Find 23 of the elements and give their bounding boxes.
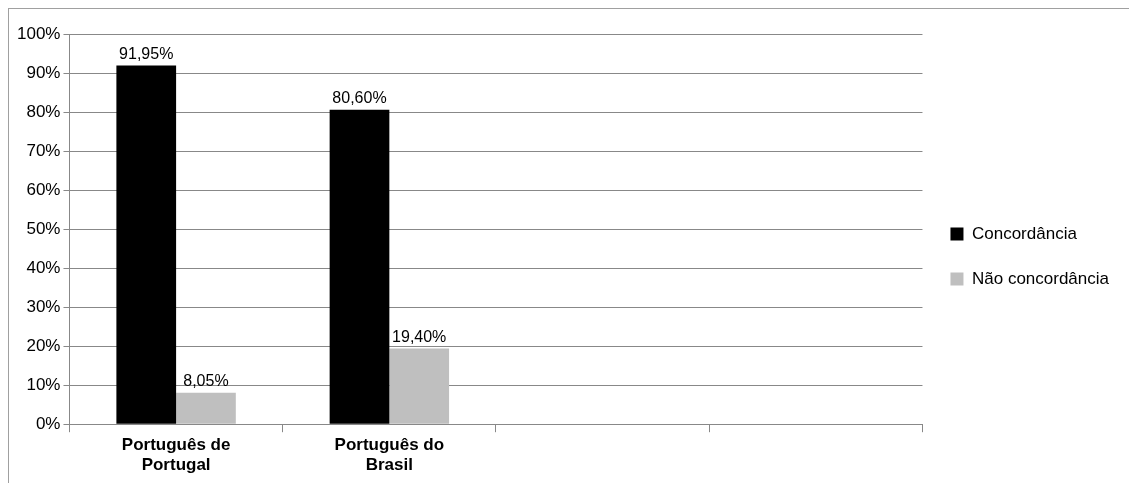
bar <box>116 65 177 424</box>
bar <box>389 348 450 424</box>
data-label: 80,60% <box>332 89 387 107</box>
x-tick-label: Português de Portugal <box>121 435 231 475</box>
y-tick-label: 70% <box>26 140 61 160</box>
y-tick-label: 40% <box>26 257 61 277</box>
data-label: 19,40% <box>392 327 447 345</box>
data-label: 91,95% <box>119 44 174 62</box>
y-tick-label: 80% <box>26 101 61 121</box>
y-tick-label: 10% <box>26 374 61 394</box>
y-tick-label: 60% <box>26 179 61 199</box>
y-tick-label: 0% <box>35 413 61 433</box>
data-label: 8,05% <box>183 372 229 390</box>
x-tick-label: Português do Brasil <box>334 435 445 475</box>
legend-label: Concordância <box>971 223 1078 243</box>
bar <box>176 392 236 424</box>
legend-label: Não concordância <box>971 268 1110 288</box>
y-tick-label: 30% <box>26 296 61 316</box>
bar <box>329 109 390 424</box>
y-tick-label: 100% <box>17 23 61 43</box>
y-tick-label: 50% <box>26 218 61 238</box>
y-tick-label: 20% <box>26 335 61 355</box>
y-tick-label: 90% <box>26 62 61 82</box>
